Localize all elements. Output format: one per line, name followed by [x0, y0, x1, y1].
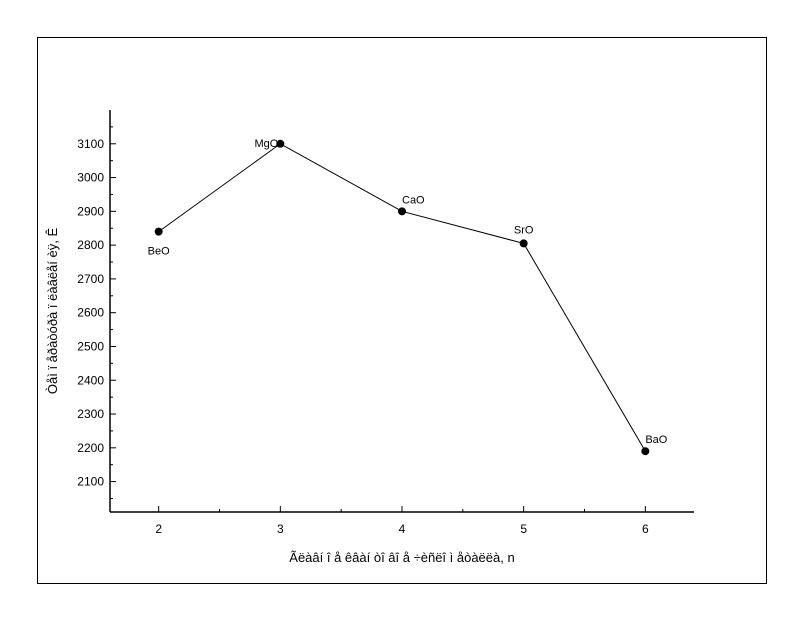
data-point	[519, 239, 528, 248]
point-label: CaO	[402, 194, 425, 206]
x-axis-label: Ãëàâí î å êâàí òî âî å ÷èñëî ì åòàëëà, n	[289, 550, 514, 565]
y-tick-label: 2500	[77, 339, 104, 353]
y-tick-label: 2600	[77, 306, 104, 320]
x-tick-label: 2	[155, 522, 162, 536]
y-tick-label: 2800	[77, 238, 104, 252]
x-tick-label: 4	[399, 522, 406, 536]
data-point	[154, 227, 163, 236]
y-tick-label: 3000	[77, 171, 104, 185]
x-tick-label: 3	[277, 522, 284, 536]
y-axis-label: Òåì ï åðàòóðà ï ëàâëåí èÿ, Ê	[45, 228, 60, 395]
axes: 2100 2200 2300 2400 2500 2600 2700 2800 2900 3000…	[77, 110, 694, 536]
point-label: BaO	[645, 434, 667, 446]
y-tick-label: 2300	[77, 407, 104, 421]
x-tick-label: 6	[642, 522, 649, 536]
data-point	[398, 207, 406, 216]
y-tick-label: 2900	[77, 204, 104, 218]
point-label: SrO	[514, 224, 534, 236]
y-tick-label: 2200	[77, 441, 104, 455]
series-line	[158, 143, 646, 452]
y-tick-label: 2100	[77, 475, 104, 489]
series: BeO MgO CaO SrO BaO	[148, 138, 668, 456]
y-tick-label: 2700	[77, 272, 104, 286]
data-point	[276, 139, 285, 148]
data-point	[641, 447, 650, 456]
y-tick-label: 2400	[77, 373, 104, 387]
chart-frame	[37, 37, 767, 584]
point-label: MgO	[254, 138, 278, 150]
x-tick-label: 5	[520, 522, 527, 536]
point-label: BeO	[148, 246, 170, 258]
y-tick-label: 3100	[77, 137, 104, 151]
